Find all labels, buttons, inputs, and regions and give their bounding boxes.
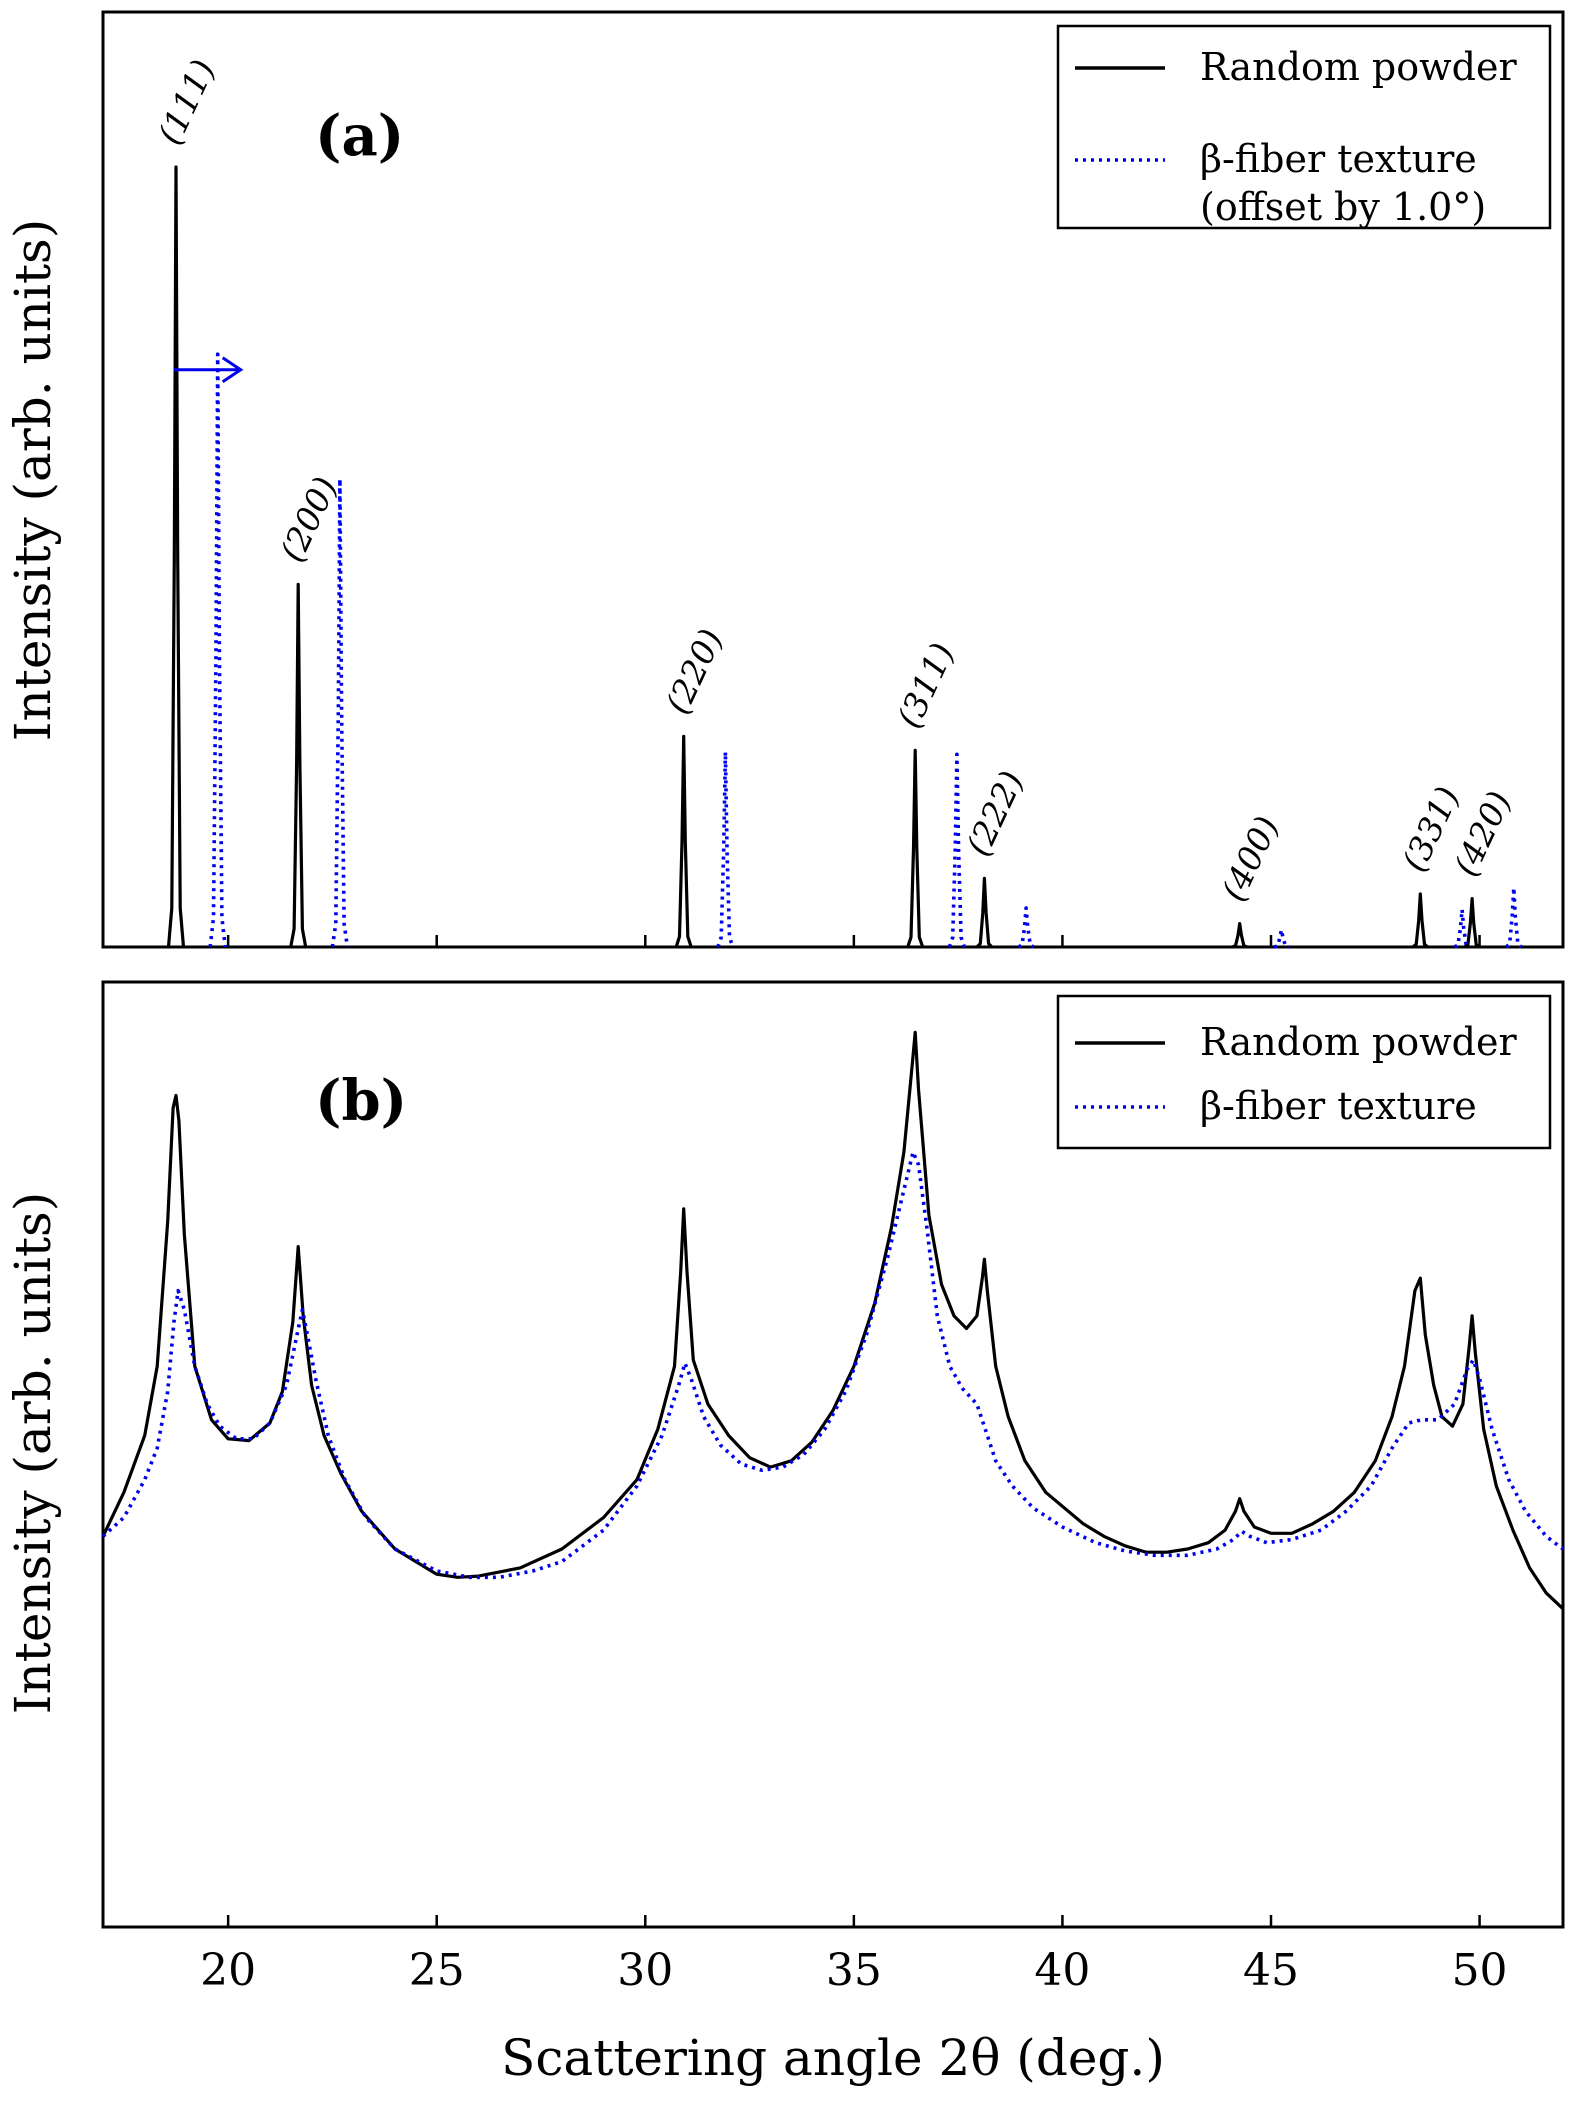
peak-random-1 xyxy=(289,582,308,948)
peak-random-2 xyxy=(674,734,693,948)
peak-random-7 xyxy=(1463,897,1481,949)
peak-random-3 xyxy=(906,748,925,948)
x-tick-label: 35 xyxy=(826,1945,882,1996)
legend-entry-text: β-fiber texture xyxy=(1200,137,1477,181)
peak-label: (222) xyxy=(958,765,1031,862)
legend-entry-text: Random powder xyxy=(1200,1020,1517,1064)
peak-label: (400) xyxy=(1214,810,1287,907)
panel-a-legend-frame xyxy=(1056,24,1552,230)
peak-texture-4 xyxy=(1017,906,1035,949)
peak-random-4 xyxy=(975,876,994,949)
panel-a-series-random-powder xyxy=(166,165,1481,949)
x-axis-ticks: 20 25 30 35 40 45 50 xyxy=(200,935,1508,1996)
panel-a-series-beta-fiber xyxy=(208,352,1523,949)
x-tick-label: 50 xyxy=(1452,1945,1508,1996)
legend-entry-text: β-fiber texture xyxy=(1200,1084,1477,1128)
panel-a-series-group xyxy=(166,165,1523,949)
panel-a-frame xyxy=(101,10,1565,949)
panel-b-letter: (b) xyxy=(315,1068,407,1134)
legend-entry-text: (offset by 1.0°) xyxy=(1200,185,1486,229)
peak-random-5 xyxy=(1231,922,1248,949)
peak-texture-2 xyxy=(716,750,735,948)
panel-a-legend: Random powder β-fiber texture(offset by 1… xyxy=(1056,24,1552,230)
panel-a-letter: (a) xyxy=(315,103,404,169)
panel-a-plot: (111)(200)(220) (311)(222) (400) (331)(420)… xyxy=(4,10,1565,949)
x-tick-label: 30 xyxy=(617,1945,673,1996)
peak-texture-0 xyxy=(208,352,227,948)
x-tick-label: 20 xyxy=(200,1945,256,1996)
panel-b-series-random-powder xyxy=(101,1030,1565,1610)
peak-texture-1 xyxy=(330,477,350,948)
panel-a-ylabel: Intensity (arb. units) xyxy=(4,219,62,741)
peak-label: (111) xyxy=(150,53,223,150)
panel-b-legend-frame xyxy=(1056,994,1552,1150)
panel-b-frame xyxy=(101,980,1565,1929)
peak-random-6 xyxy=(1411,892,1429,949)
peak-label: (200) xyxy=(272,471,345,568)
x-tick-label: 25 xyxy=(409,1945,465,1996)
peak-label: (220) xyxy=(658,623,731,720)
offset-arrow-head xyxy=(221,356,244,384)
x-tick-label: 40 xyxy=(1034,1945,1090,1996)
peak-random-0 xyxy=(166,165,186,948)
panel-b-series-group xyxy=(101,1030,1565,1610)
peak-texture-5 xyxy=(1273,928,1290,949)
x-tick-label: 45 xyxy=(1243,1945,1299,1996)
panel-b-plot: (b) Intensity (arb. units) Random powder… xyxy=(4,935,1565,2087)
peak-texture-7 xyxy=(1505,885,1523,949)
peak-texture-3 xyxy=(947,752,967,948)
x-axis-label: Scattering angle 2θ (deg.) xyxy=(501,2029,1165,2087)
panel-b-series-beta-fiber xyxy=(101,1150,1565,1580)
peak-label: (311) xyxy=(889,637,962,734)
offset-arrow xyxy=(173,356,244,384)
legend-entry-text: Random powder xyxy=(1200,45,1517,89)
panel-b-legend: Random powder β-fiber texture xyxy=(1056,994,1552,1150)
panel-b-ylabel: Intensity (arb. units) xyxy=(4,1192,62,1714)
